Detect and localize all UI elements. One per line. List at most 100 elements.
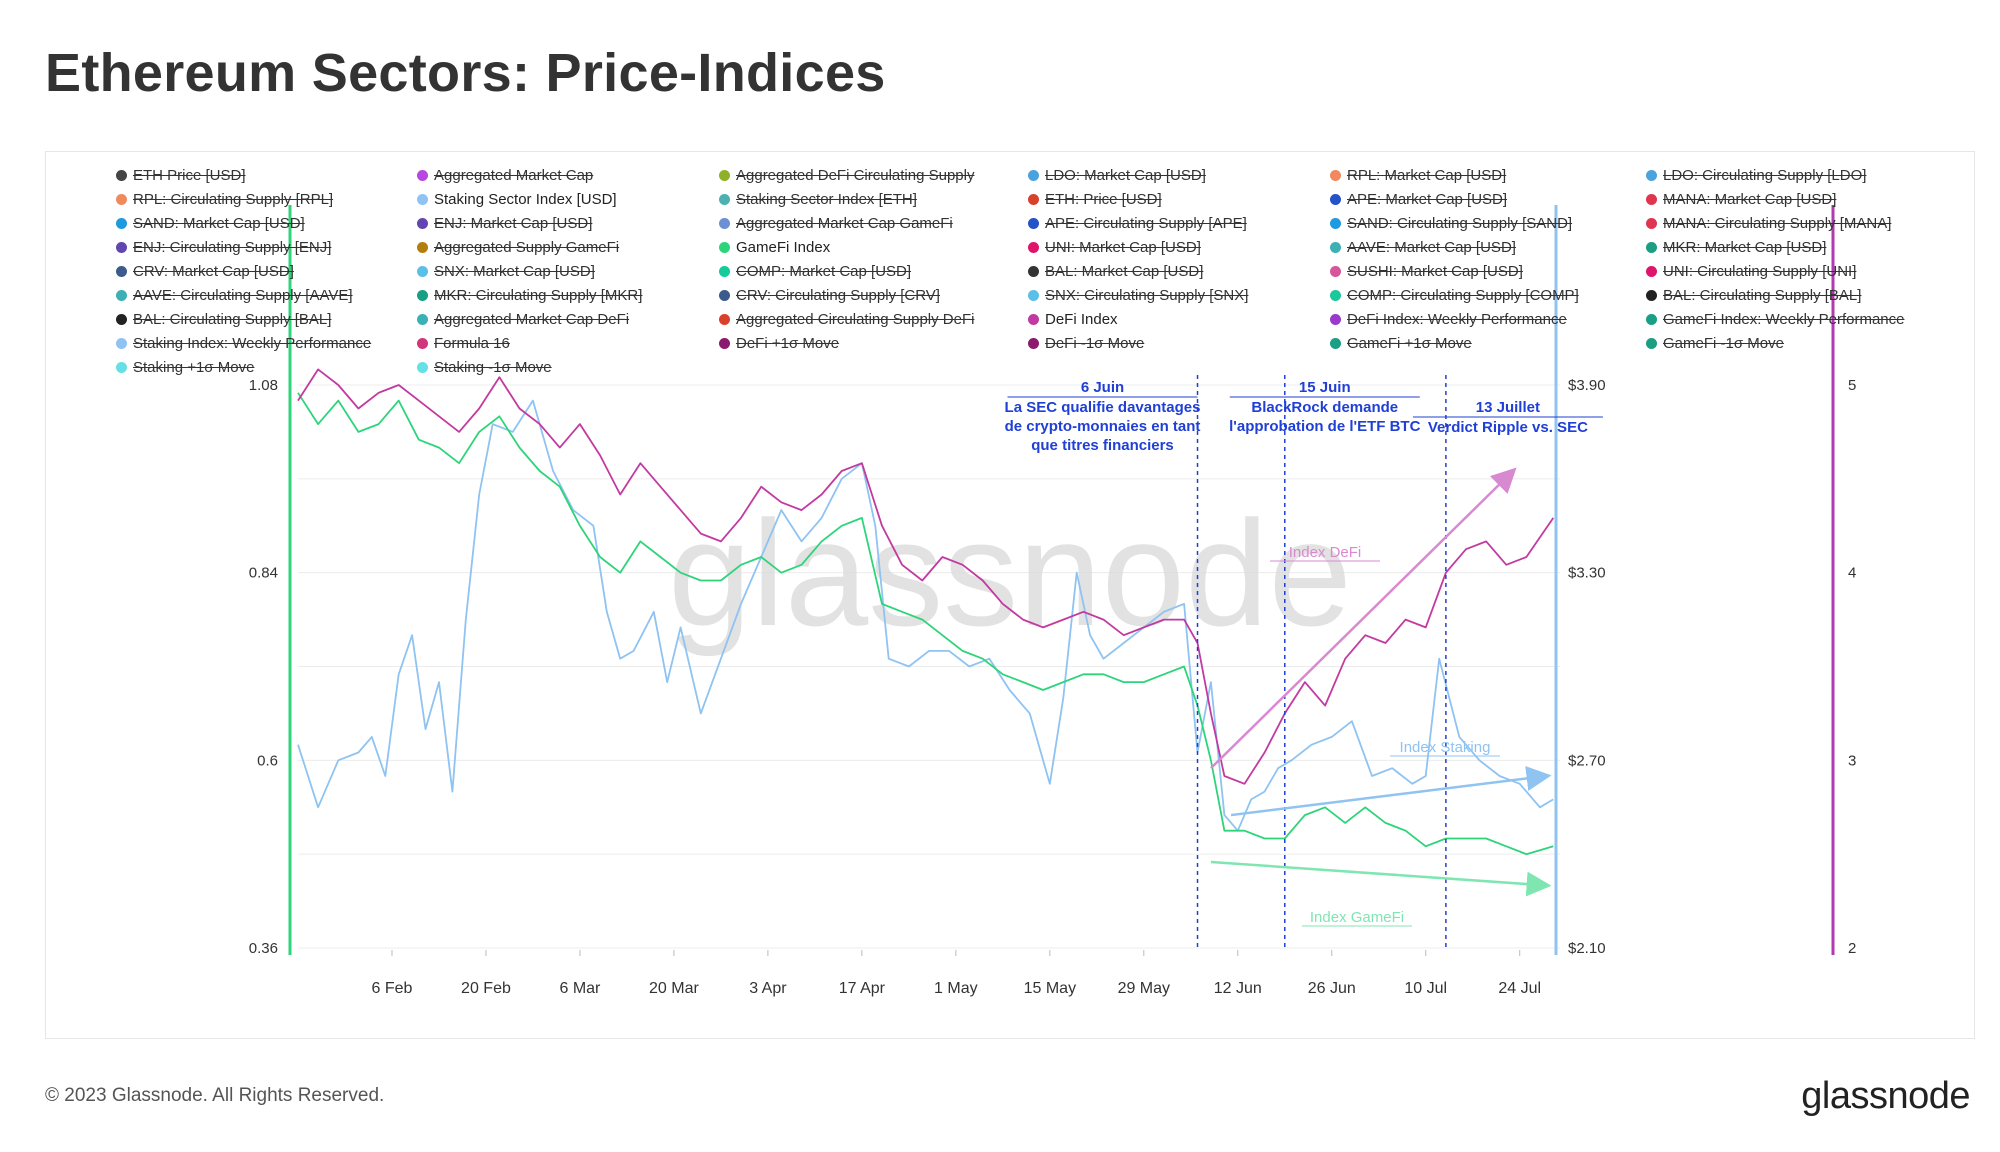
- legend-item[interactable]: MKR: Circulating Supply [MKR]: [417, 287, 642, 305]
- legend-swatch-icon: [719, 242, 730, 253]
- legend-item[interactable]: Staking Index: Weekly Performance: [116, 335, 371, 353]
- legend-swatch-icon: [116, 362, 127, 373]
- legend-item[interactable]: RPL: Market Cap [USD]: [1330, 167, 1506, 185]
- legend-label: MKR: Market Cap [USD]: [1663, 239, 1827, 256]
- legend-swatch-icon: [1330, 170, 1341, 181]
- legend-item[interactable]: ENJ: Market Cap [USD]: [417, 215, 592, 233]
- legend-label: Aggregated Market Cap: [434, 167, 594, 184]
- legend-item[interactable]: SAND: Circulating Supply [SAND]: [1330, 215, 1572, 233]
- legend-item[interactable]: Staking +1σ Move: [116, 359, 254, 377]
- legend-item[interactable]: COMP: Circulating Supply [COMP]: [1330, 287, 1579, 305]
- legend-item[interactable]: ETH Price [USD]: [116, 167, 246, 185]
- legend-item[interactable]: ETH: Price [USD]: [1028, 191, 1162, 209]
- legend-label: ENJ: Market Cap [USD]: [434, 215, 593, 232]
- legend-item[interactable]: GameFi -1σ Move: [1646, 335, 1784, 353]
- legend-item[interactable]: APE: Market Cap [USD]: [1330, 191, 1507, 209]
- legend-item[interactable]: DeFi Index: Weekly Performance: [1330, 311, 1567, 329]
- legend-item[interactable]: BAL: Circulating Supply [BAL]: [1646, 287, 1861, 305]
- x-tick-label: 17 Apr: [839, 980, 886, 997]
- legend-item[interactable]: Staking Sector Index [USD]: [417, 191, 617, 209]
- x-tick-label: 1 May: [934, 980, 978, 997]
- legend-item[interactable]: ENJ: Circulating Supply [ENJ]: [116, 239, 331, 257]
- legend-swatch-icon: [116, 266, 127, 277]
- legend-swatch-icon: [1330, 218, 1341, 229]
- legend-swatch-icon: [1646, 290, 1657, 301]
- legend-swatch-icon: [1028, 194, 1039, 205]
- series-line-staking-sector-index-usd-: [297, 399, 1554, 832]
- legend-item[interactable]: Formula 16: [417, 335, 510, 353]
- legend-item[interactable]: DeFi Index: [1028, 311, 1118, 329]
- legend-swatch-icon: [719, 266, 730, 277]
- legend-item[interactable]: RPL: Circulating Supply [RPL]: [116, 191, 333, 209]
- legend-swatch-icon: [417, 170, 428, 181]
- legend-label: UNI: Market Cap [USD]: [1045, 239, 1201, 256]
- event-text: BlackRock demande: [1251, 399, 1398, 416]
- legend-item[interactable]: SAND: Market Cap [USD]: [116, 215, 305, 233]
- legend-item[interactable]: SUSHI: Market Cap [USD]: [1330, 263, 1523, 281]
- legend-item[interactable]: Aggregated Market Cap: [417, 167, 593, 185]
- legend-label: LDO: Circulating Supply [LDO]: [1663, 167, 1867, 184]
- legend-item[interactable]: COMP: Market Cap [USD]: [719, 263, 911, 281]
- legend-swatch-icon: [116, 218, 127, 229]
- trend-arrow: [1210, 860, 1552, 897]
- legend-item[interactable]: Aggregated Circulating Supply DeFi: [719, 311, 974, 329]
- legend-item[interactable]: GameFi Index: Weekly Performance: [1646, 311, 1904, 329]
- legend-label: BAL: Market Cap [USD]: [1045, 263, 1204, 280]
- legend-label: SUSHI: Market Cap [USD]: [1347, 263, 1523, 280]
- legend-item[interactable]: SNX: Circulating Supply [SNX]: [1028, 287, 1248, 305]
- x-tick-label: 20 Mar: [649, 980, 699, 997]
- legend-item[interactable]: MKR: Market Cap [USD]: [1646, 239, 1826, 257]
- legend-item[interactable]: Staking Sector Index [ETH]: [719, 191, 917, 209]
- legend-label: Staking Sector Index [ETH]: [736, 191, 917, 208]
- legend-label: SNX: Market Cap [USD]: [434, 263, 595, 280]
- legend-item[interactable]: LDO: Circulating Supply [LDO]: [1646, 167, 1866, 185]
- legend-swatch-icon: [1028, 338, 1039, 349]
- event-text: l'approbation de l'ETF BTC: [1229, 418, 1420, 435]
- legend-swatch-icon: [417, 242, 428, 253]
- legend-item[interactable]: Aggregated Market Cap DeFi: [417, 311, 629, 329]
- legend-item[interactable]: MANA: Circulating Supply [MANA]: [1646, 215, 1891, 233]
- legend-label: Aggregated Market Cap DeFi: [434, 311, 630, 328]
- legend-item[interactable]: BAL: Circulating Supply [BAL]: [116, 311, 331, 329]
- legend-item[interactable]: BAL: Market Cap [USD]: [1028, 263, 1203, 281]
- legend-label: CRV: Circulating Supply [CRV]: [736, 287, 940, 304]
- y-tick-left: 0.36: [249, 940, 278, 957]
- legend-item[interactable]: DeFi +1σ Move: [719, 335, 839, 353]
- legend-item[interactable]: Aggregated Market Cap GameFi: [719, 215, 953, 233]
- legend-item[interactable]: LDO: Market Cap [USD]: [1028, 167, 1206, 185]
- chart-frame: [45, 151, 1975, 1039]
- legend-item[interactable]: AAVE: Market Cap [USD]: [1330, 239, 1516, 257]
- legend-swatch-icon: [116, 338, 127, 349]
- legend-item[interactable]: CRV: Market Cap [USD]: [116, 263, 294, 281]
- legend-label: SAND: Market Cap [USD]: [133, 215, 305, 232]
- y-tick-right-usd: $3.90: [1568, 377, 1606, 394]
- event-title: 13 Juillet: [1476, 399, 1540, 416]
- glassnode-logo[interactable]: glassnode: [1801, 1075, 1970, 1117]
- legend-item[interactable]: APE: Circulating Supply [APE]: [1028, 215, 1247, 233]
- legend-item[interactable]: SNX: Market Cap [USD]: [417, 263, 595, 281]
- legend-item[interactable]: GameFi +1σ Move: [1330, 335, 1472, 353]
- legend-label: DeFi -1σ Move: [1045, 335, 1145, 352]
- legend-item[interactable]: MANA: Market Cap [USD]: [1646, 191, 1836, 209]
- legend-item[interactable]: DeFi -1σ Move: [1028, 335, 1144, 353]
- legend-label: COMP: Market Cap [USD]: [736, 263, 912, 280]
- y-tick-left: 0.6: [257, 752, 278, 769]
- x-tick-label: 26 Jun: [1308, 980, 1356, 997]
- legend-swatch-icon: [1330, 194, 1341, 205]
- legend-item[interactable]: Staking -1σ Move: [417, 359, 552, 377]
- legend-item[interactable]: GameFi Index: [719, 239, 830, 257]
- event-text: que titres financiers: [1031, 437, 1174, 454]
- legend-item[interactable]: CRV: Circulating Supply [CRV]: [719, 287, 940, 305]
- y-tick-right-far: 2: [1848, 940, 1856, 957]
- legend-item[interactable]: UNI: Circulating Supply [UNI]: [1646, 263, 1856, 281]
- x-tick-label: 15 May: [1024, 980, 1076, 997]
- watermark: glassnode: [668, 489, 1352, 657]
- legend-item[interactable]: Aggregated DeFi Circulating Supply: [719, 167, 974, 185]
- legend-swatch-icon: [719, 170, 730, 181]
- event-title: 15 Juin: [1299, 379, 1351, 396]
- legend-item[interactable]: UNI: Market Cap [USD]: [1028, 239, 1201, 257]
- legend-swatch-icon: [116, 314, 127, 325]
- legend-item[interactable]: AAVE: Circulating Supply [AAVE]: [116, 287, 353, 305]
- legend-swatch-icon: [116, 242, 127, 253]
- legend-item[interactable]: Aggregated Supply GameFi: [417, 239, 619, 257]
